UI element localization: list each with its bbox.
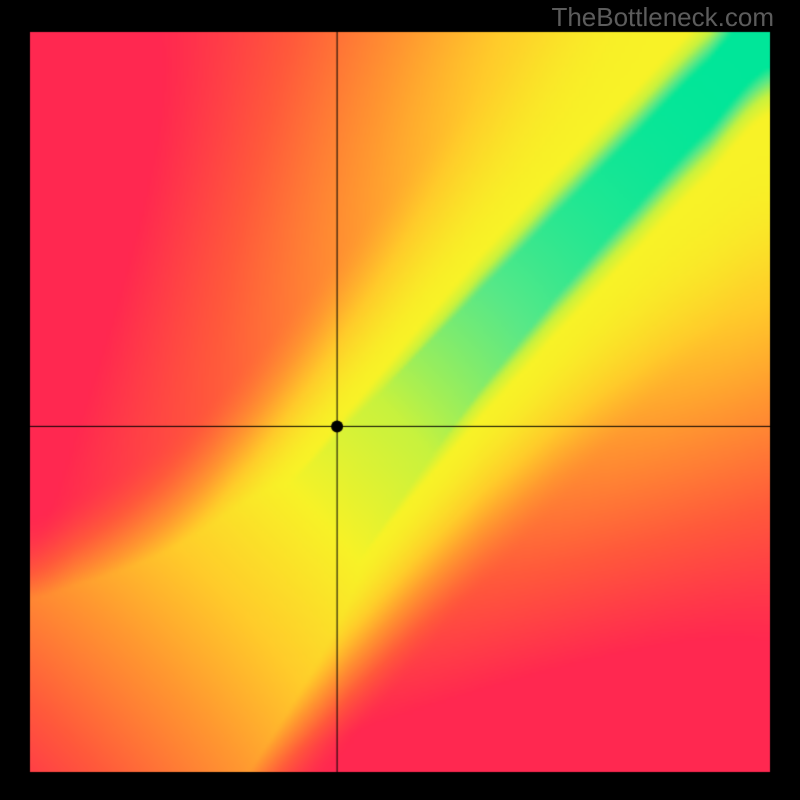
bottleneck-heatmap xyxy=(0,0,800,800)
watermark-text: TheBottleneck.com xyxy=(551,2,774,33)
